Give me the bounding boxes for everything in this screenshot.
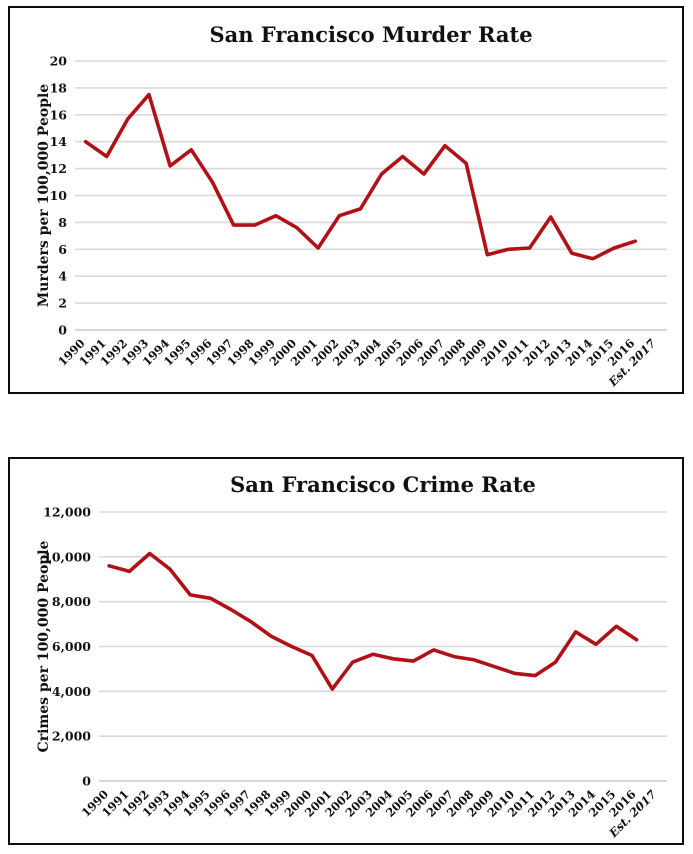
y-tick-label: 12,000 (43, 505, 91, 520)
rate-line (83, 92, 638, 261)
y-tick-label: 2,000 (52, 729, 91, 744)
crime-rate-chart-svg: 02,0004,0006,0008,00010,00012,0001990199… (36, 472, 667, 841)
murder-rate-chart: 0 2 4 6 8 10 12 14 16 18 20 1990 1991 1992 1993 1994 199… (8, 6, 684, 394)
y-tick-label: 6 (58, 242, 67, 257)
y-tick-label: 10 (50, 188, 68, 203)
y-axis-title: Crimes per 100,000 People (36, 540, 52, 752)
y-tick-label: 0 (58, 323, 67, 338)
y-tick-label: 14 (50, 134, 68, 149)
y-tick-label: 2 (58, 296, 67, 311)
chart-title: San Francisco Crime Rate (230, 472, 536, 497)
y-tick-label: 4,000 (52, 684, 91, 699)
y-tick-label: 18 (50, 80, 68, 95)
y-tick-label: 6,000 (52, 639, 91, 654)
y-tick-label: 4 (58, 269, 67, 284)
rate-line (107, 551, 639, 691)
murder-rate-chart-svg: 0246810121416182019901991199219931994199… (36, 22, 667, 390)
y-tick-label: 20 (50, 54, 68, 69)
y-tick-label: 0 (82, 774, 91, 789)
y-tick-label: 8,000 (52, 594, 91, 609)
y-tick-label: 16 (50, 107, 68, 122)
y-tick-label: 10,000 (43, 549, 91, 564)
y-tick-label: 12 (50, 161, 67, 176)
chart-title: San Francisco Murder Rate (209, 22, 532, 47)
y-axis-title: Murders per 100,000 People (36, 84, 52, 308)
y-tick-label: 8 (58, 215, 67, 230)
crime-rate-chart: 0 2,000 4,000 6,000 8,000 10,000 12,000 1990 199… (8, 457, 684, 845)
